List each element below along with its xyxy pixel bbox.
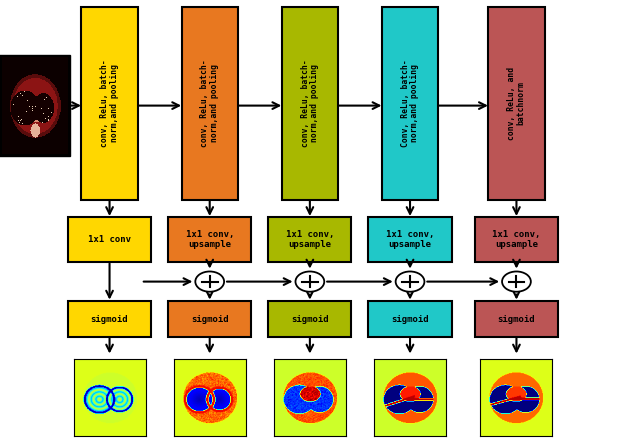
FancyBboxPatch shape <box>168 217 252 262</box>
Text: 1x1 conv,
upsample: 1x1 conv, upsample <box>285 231 334 249</box>
Text: 1x1 conv,
upsample: 1x1 conv, upsample <box>185 231 234 249</box>
Text: conv, ReLu, batch-
norm,and pooling: conv, ReLu, batch- norm,and pooling <box>100 59 119 147</box>
Text: sigmoid: sigmoid <box>498 315 535 323</box>
FancyBboxPatch shape <box>268 301 352 337</box>
FancyBboxPatch shape <box>282 7 338 200</box>
FancyBboxPatch shape <box>475 217 558 262</box>
FancyBboxPatch shape <box>81 7 138 200</box>
Text: Conv, ReLu, batch-
norm,and pooling: Conv, ReLu, batch- norm,and pooling <box>401 59 419 147</box>
FancyBboxPatch shape <box>268 217 352 262</box>
FancyBboxPatch shape <box>368 301 451 337</box>
FancyBboxPatch shape <box>168 301 252 337</box>
Circle shape <box>295 271 324 292</box>
Text: sigmoid: sigmoid <box>191 315 228 323</box>
FancyBboxPatch shape <box>68 217 151 262</box>
Text: 1x1 conv,
upsample: 1x1 conv, upsample <box>492 231 541 249</box>
Circle shape <box>502 271 531 292</box>
FancyBboxPatch shape <box>182 7 238 200</box>
Text: 1x1 conv,
upsample: 1x1 conv, upsample <box>386 231 434 249</box>
FancyBboxPatch shape <box>0 55 69 156</box>
Text: sigmoid: sigmoid <box>91 315 128 323</box>
Text: conv, ReLu, and
batchnorm: conv, ReLu, and batchnorm <box>507 67 526 140</box>
Text: sigmoid: sigmoid <box>291 315 329 323</box>
FancyBboxPatch shape <box>382 7 438 200</box>
FancyBboxPatch shape <box>488 7 545 200</box>
Text: conv, ReLu, batch-
norm,and pooling: conv, ReLu, batch- norm,and pooling <box>200 59 219 147</box>
Text: 1x1 conv: 1x1 conv <box>88 235 131 244</box>
Text: sigmoid: sigmoid <box>391 315 429 323</box>
Circle shape <box>195 271 224 292</box>
FancyBboxPatch shape <box>475 301 558 337</box>
Circle shape <box>396 271 424 292</box>
FancyBboxPatch shape <box>368 217 451 262</box>
Text: conv, ReLu, batch-
norm,and pooling: conv, ReLu, batch- norm,and pooling <box>300 59 319 147</box>
FancyBboxPatch shape <box>68 301 151 337</box>
